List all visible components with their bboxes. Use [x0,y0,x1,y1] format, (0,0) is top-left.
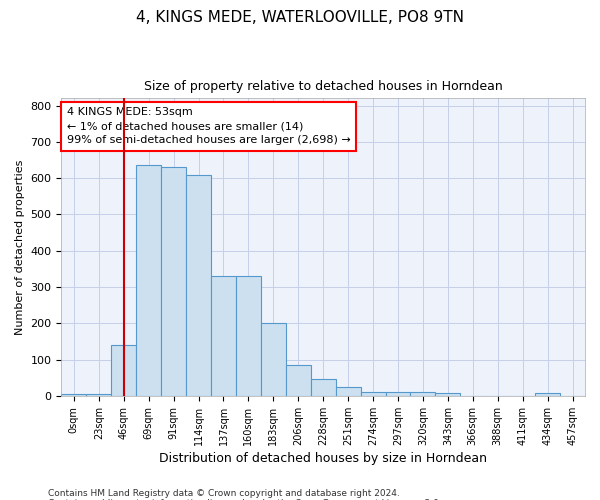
Bar [161,168,186,396]
Text: Contains public sector information licensed under the Open Government Licence v3: Contains public sector information licen… [48,498,442,500]
X-axis label: Distribution of detached houses by size in Horndean: Distribution of detached houses by size … [159,452,487,465]
Bar [311,378,335,396]
Bar [86,394,111,396]
Bar [535,394,560,396]
Text: 4 KINGS MEDE: 53sqm
← 1% of detached houses are smaller (14)
99% of semi-detache: 4 KINGS MEDE: 53sqm ← 1% of detached hou… [67,108,350,146]
Bar [361,392,386,396]
Bar [335,386,361,396]
Text: 4, KINGS MEDE, WATERLOOVILLE, PO8 9TN: 4, KINGS MEDE, WATERLOOVILLE, PO8 9TN [136,10,464,25]
Bar [436,394,460,396]
Bar [186,174,211,396]
Text: Contains HM Land Registry data © Crown copyright and database right 2024.: Contains HM Land Registry data © Crown c… [48,488,400,498]
Y-axis label: Number of detached properties: Number of detached properties [15,160,25,335]
Bar [386,392,410,396]
Bar [286,365,311,396]
Bar [211,276,236,396]
Bar [261,324,286,396]
Bar [236,276,261,396]
Bar [136,166,161,396]
Title: Size of property relative to detached houses in Horndean: Size of property relative to detached ho… [144,80,503,93]
Bar [111,345,136,396]
Bar [410,392,436,396]
Bar [61,394,86,396]
